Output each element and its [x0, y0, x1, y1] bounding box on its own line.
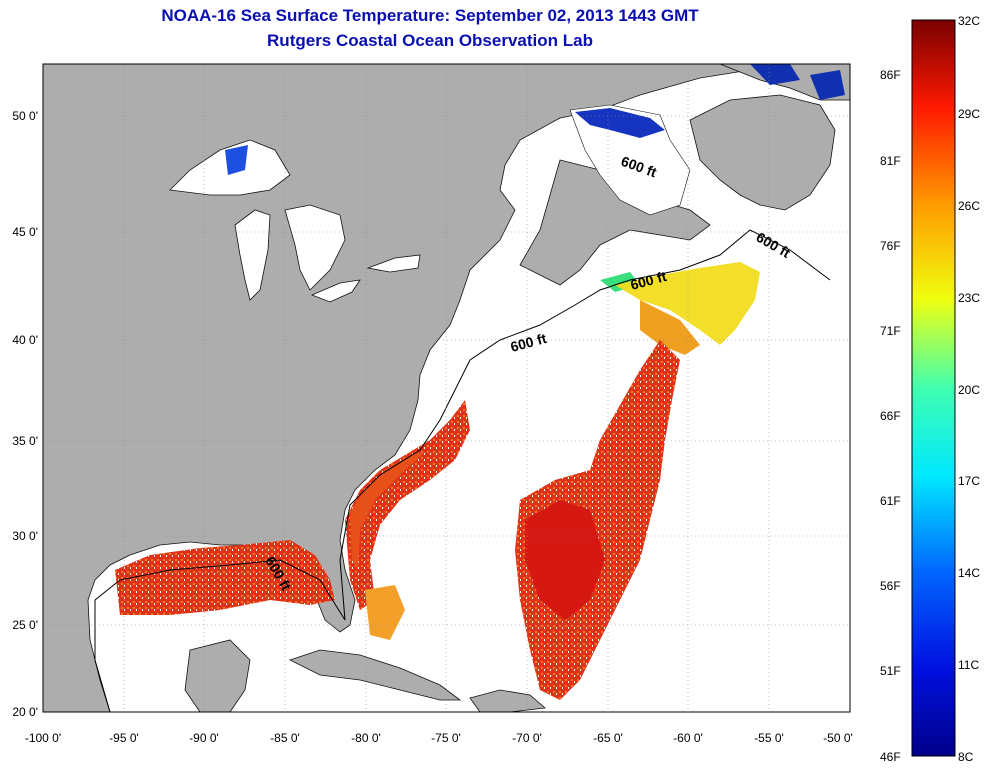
lon-tick--70: -70 0' [512, 731, 542, 745]
sst-gulf-stream-core [350, 452, 425, 570]
lat-tick-35: 35 0' [12, 434, 38, 448]
cb-c-8: 8C [958, 750, 974, 764]
map-subtitle: Rutgers Coastal Ocean Observation Lab [267, 31, 593, 50]
lon-tick--90: -90 0' [189, 731, 219, 745]
sst-cold-lake-superior [225, 145, 248, 175]
lon-tick--65: -65 0' [593, 731, 623, 745]
lon-tick--95: -95 0' [109, 731, 139, 745]
sst-cold-st-lawrence [575, 108, 665, 138]
map-title: NOAA-16 Sea Surface Temperature: Septemb… [161, 6, 699, 25]
cb-f-56: 56F [880, 579, 901, 593]
land-hispaniola [469, 689, 546, 712]
lat-tick-50: 50 0' [12, 109, 38, 123]
lake-michigan-huron [234, 204, 346, 301]
lake-ontario [366, 254, 421, 273]
lon-tick--75: -75 0' [431, 731, 461, 745]
sst-open-ocean-hot [525, 500, 605, 620]
cb-c-23: 23C [958, 291, 981, 305]
isobath-600ft [94, 229, 831, 712]
cb-f-51: 51F [880, 664, 901, 678]
lon-tick--85: -85 0' [270, 731, 300, 745]
sst-gulf-mexico [115, 540, 335, 615]
cb-f-71: 71F [880, 324, 901, 338]
lon-tick--60: -60 0' [673, 731, 703, 745]
cb-c-32: 32C [958, 14, 981, 28]
cb-f-66: 66F [880, 409, 901, 423]
land-newfoundland [689, 94, 836, 211]
cb-c-20: 20C [958, 383, 981, 397]
lat-tick-25: 25 0' [12, 618, 38, 632]
cb-f-76: 76F [880, 239, 901, 253]
sst-bahamas [365, 585, 405, 640]
gulf-st-lawrence [569, 104, 691, 216]
lat-tick-30: 30 0' [12, 529, 38, 543]
sst-shelf-orange [640, 300, 700, 355]
cb-c-14: 14C [958, 566, 981, 580]
cb-c-11: 11C [958, 658, 980, 672]
sst-gulf-stream [345, 400, 470, 610]
axes-box [42, 63, 851, 713]
sst-cold-labrador [750, 64, 845, 100]
lon-tick--50: -50 0' [823, 731, 853, 745]
cb-f-81: 81F [880, 154, 901, 168]
lon-tick--100: -100 0' [24, 731, 62, 745]
lon-tick--80: -80 0' [351, 731, 381, 745]
land-cuba [288, 649, 462, 701]
cb-f-61: 61F [880, 494, 901, 508]
cb-f-86: 86F [880, 68, 901, 82]
lat-tick-20: 20 0' [12, 705, 38, 719]
sst-warm-shelf [615, 262, 760, 345]
colorbar [911, 19, 956, 757]
lon-tick--55: -55 0' [754, 731, 784, 745]
cb-c-17: 17C [958, 474, 981, 488]
grid [43, 64, 850, 712]
cb-c-29: 29C [958, 107, 981, 121]
land-north-america [43, 64, 761, 712]
cb-c-26: 26C [958, 199, 981, 213]
land-yucatan [184, 639, 251, 712]
lat-tick-40: 40 0' [12, 333, 38, 347]
lat-tick-45: 45 0' [12, 225, 38, 239]
cb-f-46: 46F [880, 750, 901, 764]
lake-erie [310, 279, 361, 303]
